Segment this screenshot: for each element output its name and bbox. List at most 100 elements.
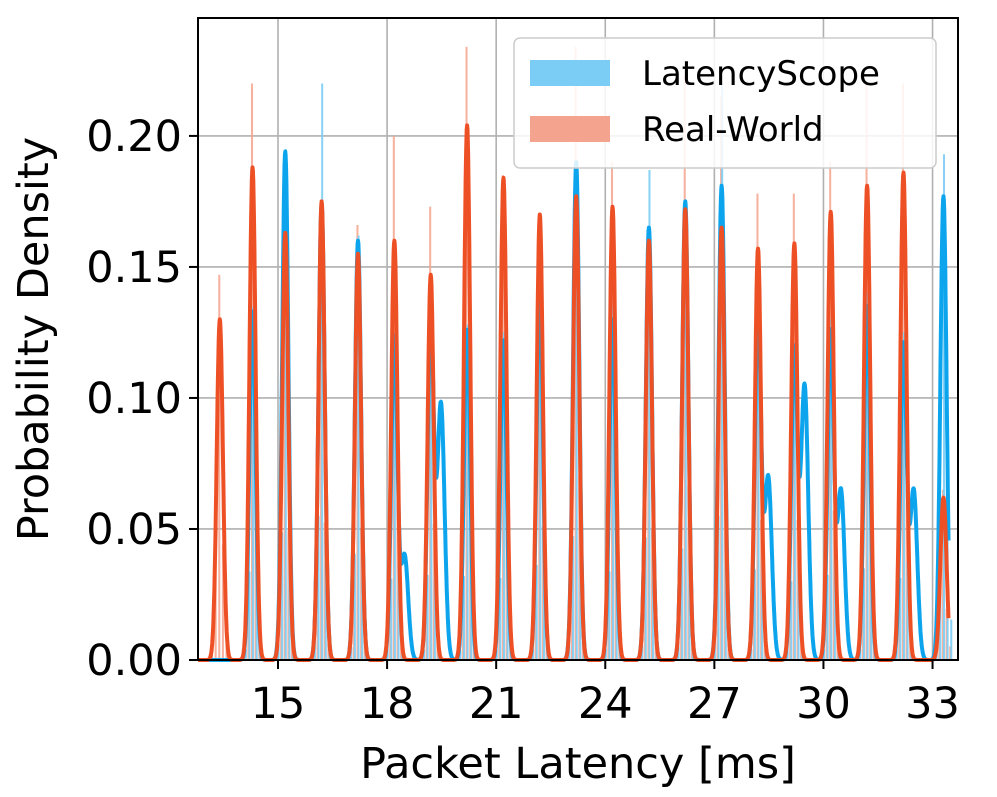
histogram-bar-real-world [320,201,323,660]
histogram-bar-latencyscope [644,537,647,660]
histogram-bar-latencyscope [535,565,538,660]
kde-lines [196,123,951,662]
histogram-bar-latencyscope [866,293,869,660]
histogram-bar-latencyscope [612,306,615,660]
histogram-bar-real-world [723,490,726,660]
histogram-bar-real-world [287,530,290,660]
x-tick-label: 24 [578,679,633,729]
histogram-bar-real-world [356,225,359,660]
x-tick-label: 33 [905,679,960,729]
axis-ticks: 15 18 21 24 27 30 33 0.00 0.05 0.10 0.15 0.20 [86,112,960,729]
histogram-bar-real-world [221,544,224,660]
y-tick-label: 0.10 [86,374,182,424]
histogram-bar-latencyscope [422,649,426,660]
histogram-bar-real-world [647,227,650,660]
histogram-bar-latencyscope [681,548,684,660]
histogram-bar-latencyscope [466,324,469,660]
histogram-bar-latencyscope [539,280,542,660]
histogram-bar-latencyscope [495,650,498,660]
histogram-bar-latencyscope [568,645,571,660]
histogram-bar-real-world [832,510,835,660]
histogram-bar-real-world [643,551,646,660]
histogram-bar-real-world [938,617,941,660]
histogram-bar-real-world [945,608,948,660]
histogram-bar-latencyscope [721,83,724,661]
histogram-bar-latencyscope [397,562,400,660]
histogram-bar-real-world [687,484,690,660]
histogram-bar-latencyscope [826,574,829,660]
legend: LatencyScope Real-World [513,37,937,169]
legend-label-real-world: Real-World [642,110,824,150]
histogram-bar-latencyscope [321,83,324,661]
histogram-bar-latencyscope [350,647,353,660]
legend-swatch-latencyscope [530,60,610,86]
legend-swatch-real-world [530,116,610,142]
histogram-bar-latencyscope [499,578,502,660]
histogram-bar-latencyscope [859,648,862,660]
histogram-bar-latencyscope [608,571,611,660]
histogram-bar-latencyscope [604,649,607,660]
histogram-bar-real-world [360,529,363,660]
histogram-bar-latencyscope [277,644,280,660]
histogram-bar-latencyscope [899,578,902,660]
histogram-bar-real-world [323,522,326,660]
histogram-bar-latencyscope [353,553,356,660]
histogram-bar-latencyscope [757,298,760,660]
histogram-bar-latencyscope [753,569,756,660]
histogram-bar-latencyscope [684,214,687,660]
histogram-bar-real-world [614,510,617,660]
histogram-bar-latencyscope [717,515,720,660]
histogram-bar-latencyscope [902,332,906,660]
histogram-bar-real-world [756,193,759,660]
histogram-bar-real-world [429,206,432,661]
histogram-bar-real-world [432,524,435,660]
x-tick-label: 30 [796,679,851,729]
histogram-bar-latencyscope [793,345,796,660]
histogram-bar-latencyscope [430,319,433,660]
histogram-bar-latencyscope [677,646,680,660]
histogram-bar-latencyscope [572,536,575,660]
histogram-bar-latencyscope [426,574,429,660]
histogram-bar-real-world [541,526,544,660]
histogram-bar-real-world [578,476,581,660]
histogram-bar-latencyscope [830,319,833,660]
y-tick-label: 0.20 [86,112,182,162]
x-tick-label: 18 [360,679,415,729]
histogram-bar-real-world [538,214,541,660]
legend-box [513,37,937,169]
histogram-bar-latencyscope [284,149,287,661]
histogram-bar-latencyscope [790,581,793,660]
histogram-bar-latencyscope [833,557,836,660]
histogram-bar-real-world [796,520,799,660]
x-axis-label: Packet Latency [ms] [360,739,796,789]
histogram-bar-latencyscope [281,532,284,660]
histogram-bar-latencyscope [797,565,800,660]
kde-line-real-world [196,123,951,662]
y-tick-label: 0.00 [86,636,182,686]
histogram-bar-real-world [941,489,944,660]
y-axis-label: Probability Density [9,137,59,541]
histogram-bar-latencyscope [502,332,506,660]
histogram-bar-latencyscope [906,561,909,660]
histogram-bar-real-world [574,46,577,661]
histogram-bar-real-world [316,545,319,660]
histogram-bar-latencyscope [942,154,946,660]
x-tick-label: 15 [251,679,306,729]
plot-frame [197,17,959,661]
histogram-bar-real-world [283,227,286,660]
histogram-bar-latencyscope [575,164,578,660]
histogram-bar-real-world [650,530,654,660]
legend-label-latencyscope: LatencyScope [642,54,880,94]
histogram-bar-latencyscope [822,649,826,660]
histogram-bar-real-world [949,646,952,660]
histogram-bar-latencyscope [641,645,644,660]
histogram-bar-latencyscope [393,335,396,660]
histogram-bar-latencyscope [462,576,466,660]
histogram-bar-latencyscope [862,568,866,660]
histogram-bar-latencyscope [895,650,898,660]
histogram-bar-latencyscope [648,169,651,660]
histogram-bar-real-world [505,514,508,660]
histogram-bar-latencyscope [390,578,393,660]
histogram-bar-real-world [905,487,908,660]
